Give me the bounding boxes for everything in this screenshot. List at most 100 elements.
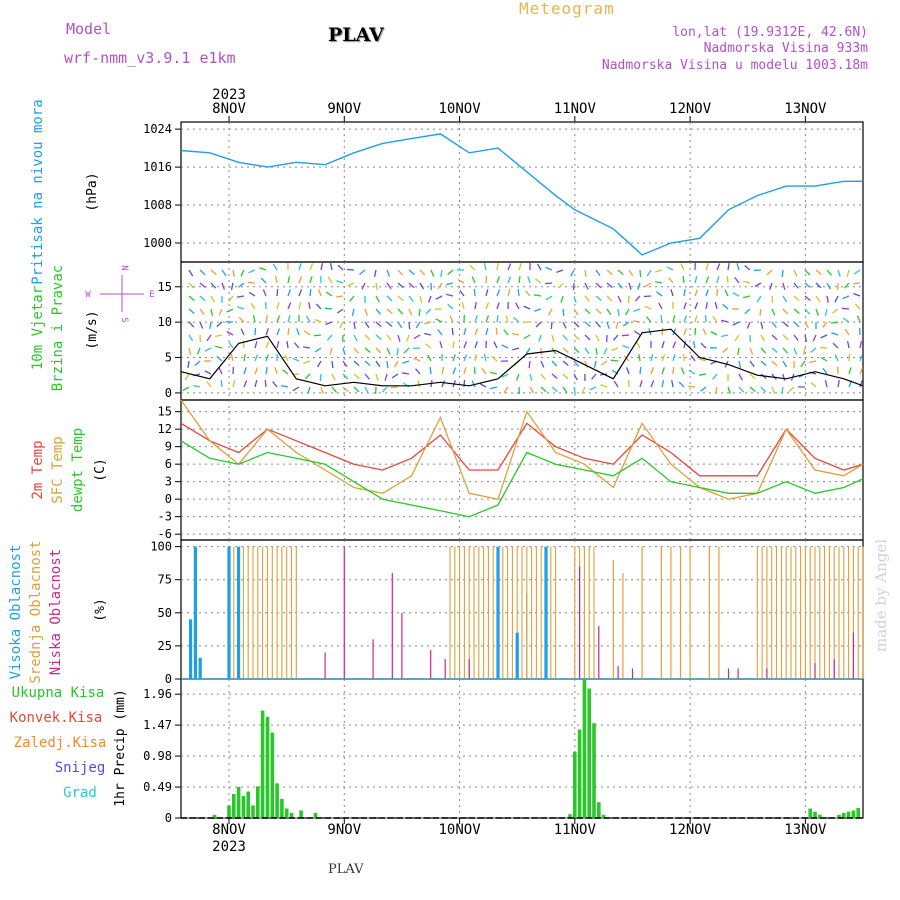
wind-arrow (782, 295, 788, 303)
wind-arrow (699, 358, 707, 362)
wind-arrow (603, 347, 608, 355)
wind-arrow (353, 386, 360, 393)
wind-arrow (474, 353, 477, 362)
mid-cloud-bar (679, 546, 682, 679)
wind-arrow (744, 265, 751, 271)
wind-arrow (540, 386, 547, 393)
wind-arrow (496, 314, 499, 323)
wind-arrow (275, 275, 278, 284)
total-precip-bar (260, 710, 265, 818)
wind-arrow (639, 269, 642, 278)
wind-arrow (459, 290, 465, 297)
wind-arrow (842, 295, 850, 300)
mid-cloud-bar (612, 559, 614, 679)
wind-arrow (793, 269, 798, 277)
wind-arrow (347, 282, 355, 287)
wind-arrow (683, 315, 688, 323)
wind-arrow (562, 321, 567, 329)
wind-arrow (296, 328, 300, 336)
wind-arrow (276, 288, 279, 297)
wind-arrow (736, 263, 740, 271)
wind-arrow (364, 373, 370, 380)
wind-arrow (429, 367, 432, 375)
wind-arrow (313, 334, 322, 337)
wind-arrow (595, 282, 602, 289)
y-tick-label: 15 (158, 405, 172, 419)
wind-arrow (617, 295, 622, 303)
wind-arrow (293, 342, 300, 349)
wind-arrow (804, 282, 811, 288)
wind-arrow (854, 303, 861, 310)
wind-arrow (517, 289, 520, 297)
wind-arrow (832, 342, 839, 349)
wind-arrow (726, 275, 729, 284)
wind-arrow (206, 334, 212, 342)
wind-arrow (425, 308, 432, 315)
wind-arrow (248, 291, 256, 297)
wind-arrow (375, 373, 379, 381)
mid-cloud-bar (641, 546, 643, 679)
wind-arrow (386, 282, 392, 290)
wind-arrow (692, 341, 696, 349)
wind-arrow (232, 380, 236, 388)
wind-arrow (427, 295, 432, 303)
wind-arrow (573, 373, 578, 381)
wind-arrow (545, 295, 553, 301)
wind-arrow (760, 386, 767, 393)
wind-arrow (645, 316, 652, 323)
wind-arrow (831, 332, 839, 336)
wind-arrow (595, 308, 602, 315)
wind-arrow (705, 263, 709, 271)
wind-arrow (655, 269, 663, 273)
wind-arrow (573, 386, 576, 395)
wind-arrow (384, 373, 388, 381)
wind-arrow (837, 269, 841, 277)
wind-arrow (210, 295, 215, 303)
wind-arrow (551, 360, 558, 367)
wind-arrow (678, 381, 685, 388)
y-tick-label: 0.98 (143, 749, 172, 763)
wind-arrow (661, 354, 666, 362)
y-tick-label: 15 (158, 280, 172, 294)
high-cloud-bar (237, 546, 241, 679)
wind-arrow (308, 301, 311, 310)
wind-arrow (661, 341, 665, 349)
wind-arrow (276, 302, 280, 310)
wind-arrow (440, 269, 443, 278)
wind-arrow (591, 373, 597, 380)
wind-arrow (403, 347, 410, 354)
elevation-label: Nadmorska Visina 933m (703, 41, 868, 56)
wind-arrow (424, 332, 432, 336)
wind-arrow (397, 334, 401, 342)
wind-arrow (646, 269, 652, 277)
wind-arrow (853, 282, 861, 285)
wind-arrow (364, 386, 369, 394)
y-tick-label: 10 (158, 315, 172, 329)
wind-arrow (771, 360, 778, 367)
wind-arrow (441, 380, 446, 388)
wind-arrow (633, 330, 641, 336)
wind-arrow (471, 380, 476, 388)
compass-west: W (85, 290, 91, 300)
wind-arrow (485, 289, 489, 297)
wind-arrow (551, 373, 558, 380)
wind-arrow (826, 295, 829, 304)
wind-arrow (643, 295, 652, 298)
wind-arrow (226, 308, 234, 313)
wind-arrow (584, 347, 590, 355)
temp-2m-line (180, 422, 864, 477)
wind-arrow (210, 308, 214, 317)
wind-arrow (573, 308, 579, 316)
wind-arrow (265, 341, 270, 349)
wind-arrow (760, 347, 767, 354)
wind-arrow (303, 330, 311, 336)
wind-arrow (557, 282, 564, 289)
wind-arrow (771, 308, 776, 316)
wind-arrow (627, 295, 630, 304)
wind-arrow (386, 360, 389, 369)
precip-bars (181, 679, 863, 819)
wind-arrow (595, 347, 598, 356)
wind-arrow (595, 269, 601, 277)
wind-arrow (650, 354, 654, 362)
wind-arrow (570, 269, 575, 277)
